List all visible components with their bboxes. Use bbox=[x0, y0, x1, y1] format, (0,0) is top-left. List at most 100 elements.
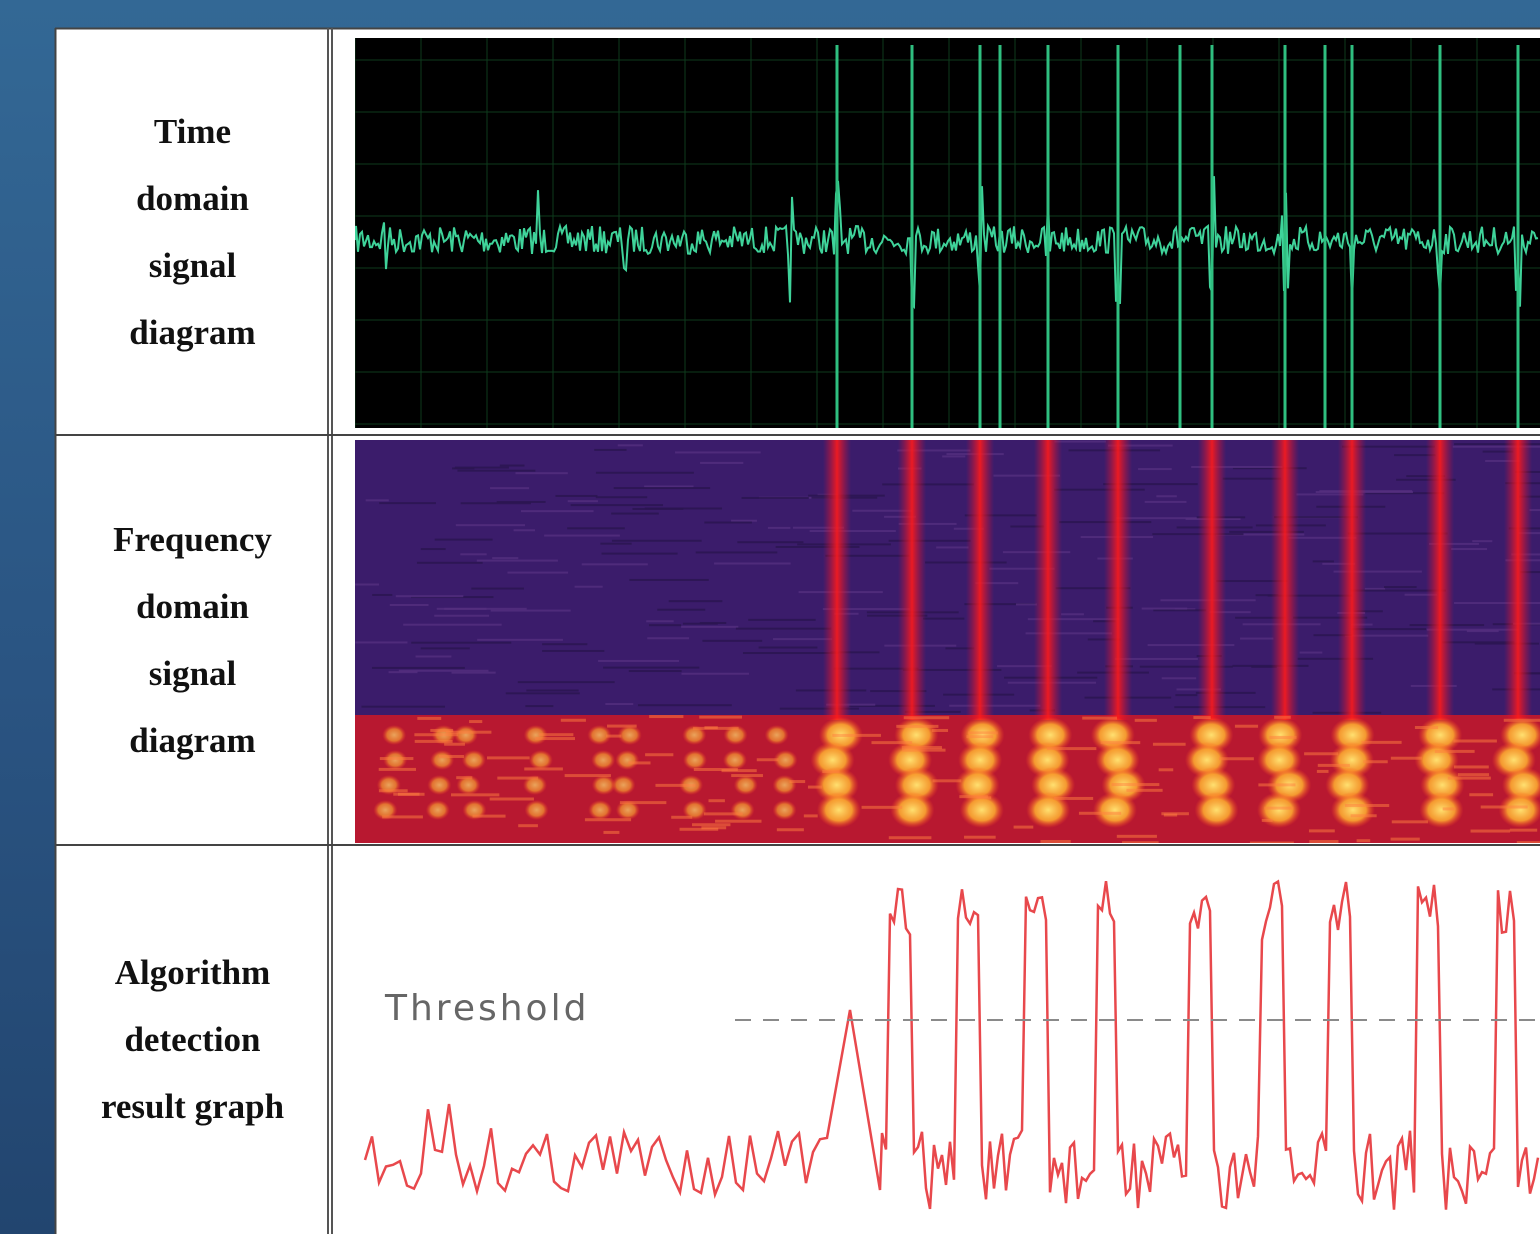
energy-blob bbox=[382, 725, 406, 745]
noise-streak bbox=[492, 557, 518, 559]
noise-streak bbox=[500, 465, 525, 467]
band-streak bbox=[1159, 768, 1174, 771]
energy-blob bbox=[773, 775, 797, 795]
freq-stripe bbox=[966, 440, 994, 720]
noise-streak bbox=[675, 451, 761, 453]
energy-blob bbox=[683, 750, 707, 770]
band-streak bbox=[1258, 783, 1295, 786]
band-streak bbox=[1443, 807, 1456, 810]
energy-blob bbox=[427, 775, 451, 795]
band-streak bbox=[1471, 830, 1511, 833]
noise-streak bbox=[525, 705, 553, 707]
noise-streak bbox=[596, 472, 694, 474]
band-streak bbox=[1391, 757, 1422, 760]
band-streak bbox=[1357, 839, 1371, 842]
freq-stripe bbox=[898, 440, 926, 720]
noise-streak bbox=[629, 670, 682, 672]
noise-streak bbox=[355, 584, 379, 586]
band-streak bbox=[699, 716, 742, 719]
noise-streak bbox=[611, 513, 659, 515]
noise-streak bbox=[471, 588, 524, 590]
band-streak bbox=[862, 806, 903, 809]
noise-streak bbox=[1300, 652, 1323, 654]
noise-streak bbox=[477, 639, 563, 641]
band-streak bbox=[446, 731, 492, 734]
noise-streak bbox=[571, 504, 663, 506]
band-streak bbox=[497, 777, 538, 780]
band-streak bbox=[1304, 752, 1338, 755]
energy-blob bbox=[430, 750, 454, 770]
noise-streak bbox=[455, 467, 509, 469]
band-streak bbox=[1391, 838, 1420, 841]
band-streak bbox=[649, 715, 683, 718]
noise-streak bbox=[704, 522, 752, 524]
noise-streak bbox=[646, 620, 673, 622]
band-streak bbox=[896, 725, 938, 728]
band-streak bbox=[1318, 764, 1350, 767]
band-streak bbox=[380, 757, 414, 760]
noise-streak bbox=[882, 483, 974, 485]
freq-stripe bbox=[1198, 440, 1226, 720]
band-streak bbox=[1415, 726, 1438, 729]
band-streak bbox=[757, 758, 779, 761]
band-streak bbox=[1014, 826, 1034, 829]
energy-blob bbox=[426, 800, 450, 820]
noise-streak bbox=[603, 667, 699, 669]
noise-streak bbox=[1162, 677, 1196, 679]
band-streak bbox=[1164, 814, 1177, 817]
noise-streak bbox=[714, 562, 791, 564]
noise-streak bbox=[649, 624, 681, 626]
band-streak bbox=[439, 755, 464, 758]
band-streak bbox=[1458, 773, 1489, 776]
noise-streak bbox=[575, 586, 603, 588]
noise-streak bbox=[936, 546, 968, 548]
noise-streak bbox=[942, 455, 965, 457]
freq-stripe bbox=[823, 440, 851, 720]
band-streak bbox=[1361, 741, 1401, 744]
noise-streak bbox=[1240, 638, 1273, 640]
noise-streak bbox=[600, 543, 631, 545]
time-panel bbox=[355, 38, 1540, 428]
noise-streak bbox=[748, 619, 816, 621]
band-streak bbox=[1235, 725, 1258, 728]
energy-blob bbox=[1195, 792, 1239, 828]
noise-streak bbox=[515, 472, 567, 474]
band-streak bbox=[1122, 841, 1159, 844]
energy-blob bbox=[525, 800, 549, 820]
noise-streak bbox=[700, 622, 726, 624]
band-streak bbox=[607, 725, 637, 728]
band-streak bbox=[959, 795, 987, 798]
band-streak bbox=[379, 768, 416, 771]
band-streak bbox=[1274, 716, 1291, 719]
noise-streak bbox=[669, 600, 723, 602]
band-streak bbox=[731, 774, 763, 777]
band-streak bbox=[490, 797, 534, 800]
band-streak bbox=[789, 780, 805, 783]
band-streak bbox=[655, 784, 695, 787]
band-streak bbox=[1481, 806, 1528, 809]
noise-streak bbox=[925, 561, 1007, 563]
band-streak bbox=[415, 740, 453, 743]
energy-blob bbox=[731, 800, 755, 820]
noise-streak bbox=[696, 551, 778, 553]
freq-stripe bbox=[1104, 440, 1132, 720]
band-streak bbox=[704, 812, 743, 815]
noise-streak bbox=[1175, 694, 1197, 696]
noise-streak bbox=[759, 647, 818, 649]
noise-streak bbox=[490, 487, 529, 489]
freq-stripe bbox=[1426, 440, 1454, 720]
band-streak bbox=[565, 774, 611, 777]
noise-streak bbox=[742, 497, 809, 499]
band-streak bbox=[628, 761, 650, 764]
noise-streak bbox=[361, 706, 445, 708]
noise-streak bbox=[403, 624, 501, 626]
noise-streak bbox=[568, 500, 598, 502]
freq-stripe bbox=[1034, 440, 1062, 720]
band-streak bbox=[417, 717, 441, 720]
band-streak bbox=[1454, 765, 1489, 768]
band-streak bbox=[694, 768, 738, 771]
noise-streak bbox=[1054, 441, 1106, 443]
band-streak bbox=[524, 767, 563, 770]
band-streak bbox=[1309, 829, 1335, 832]
band-streak bbox=[1193, 716, 1210, 719]
